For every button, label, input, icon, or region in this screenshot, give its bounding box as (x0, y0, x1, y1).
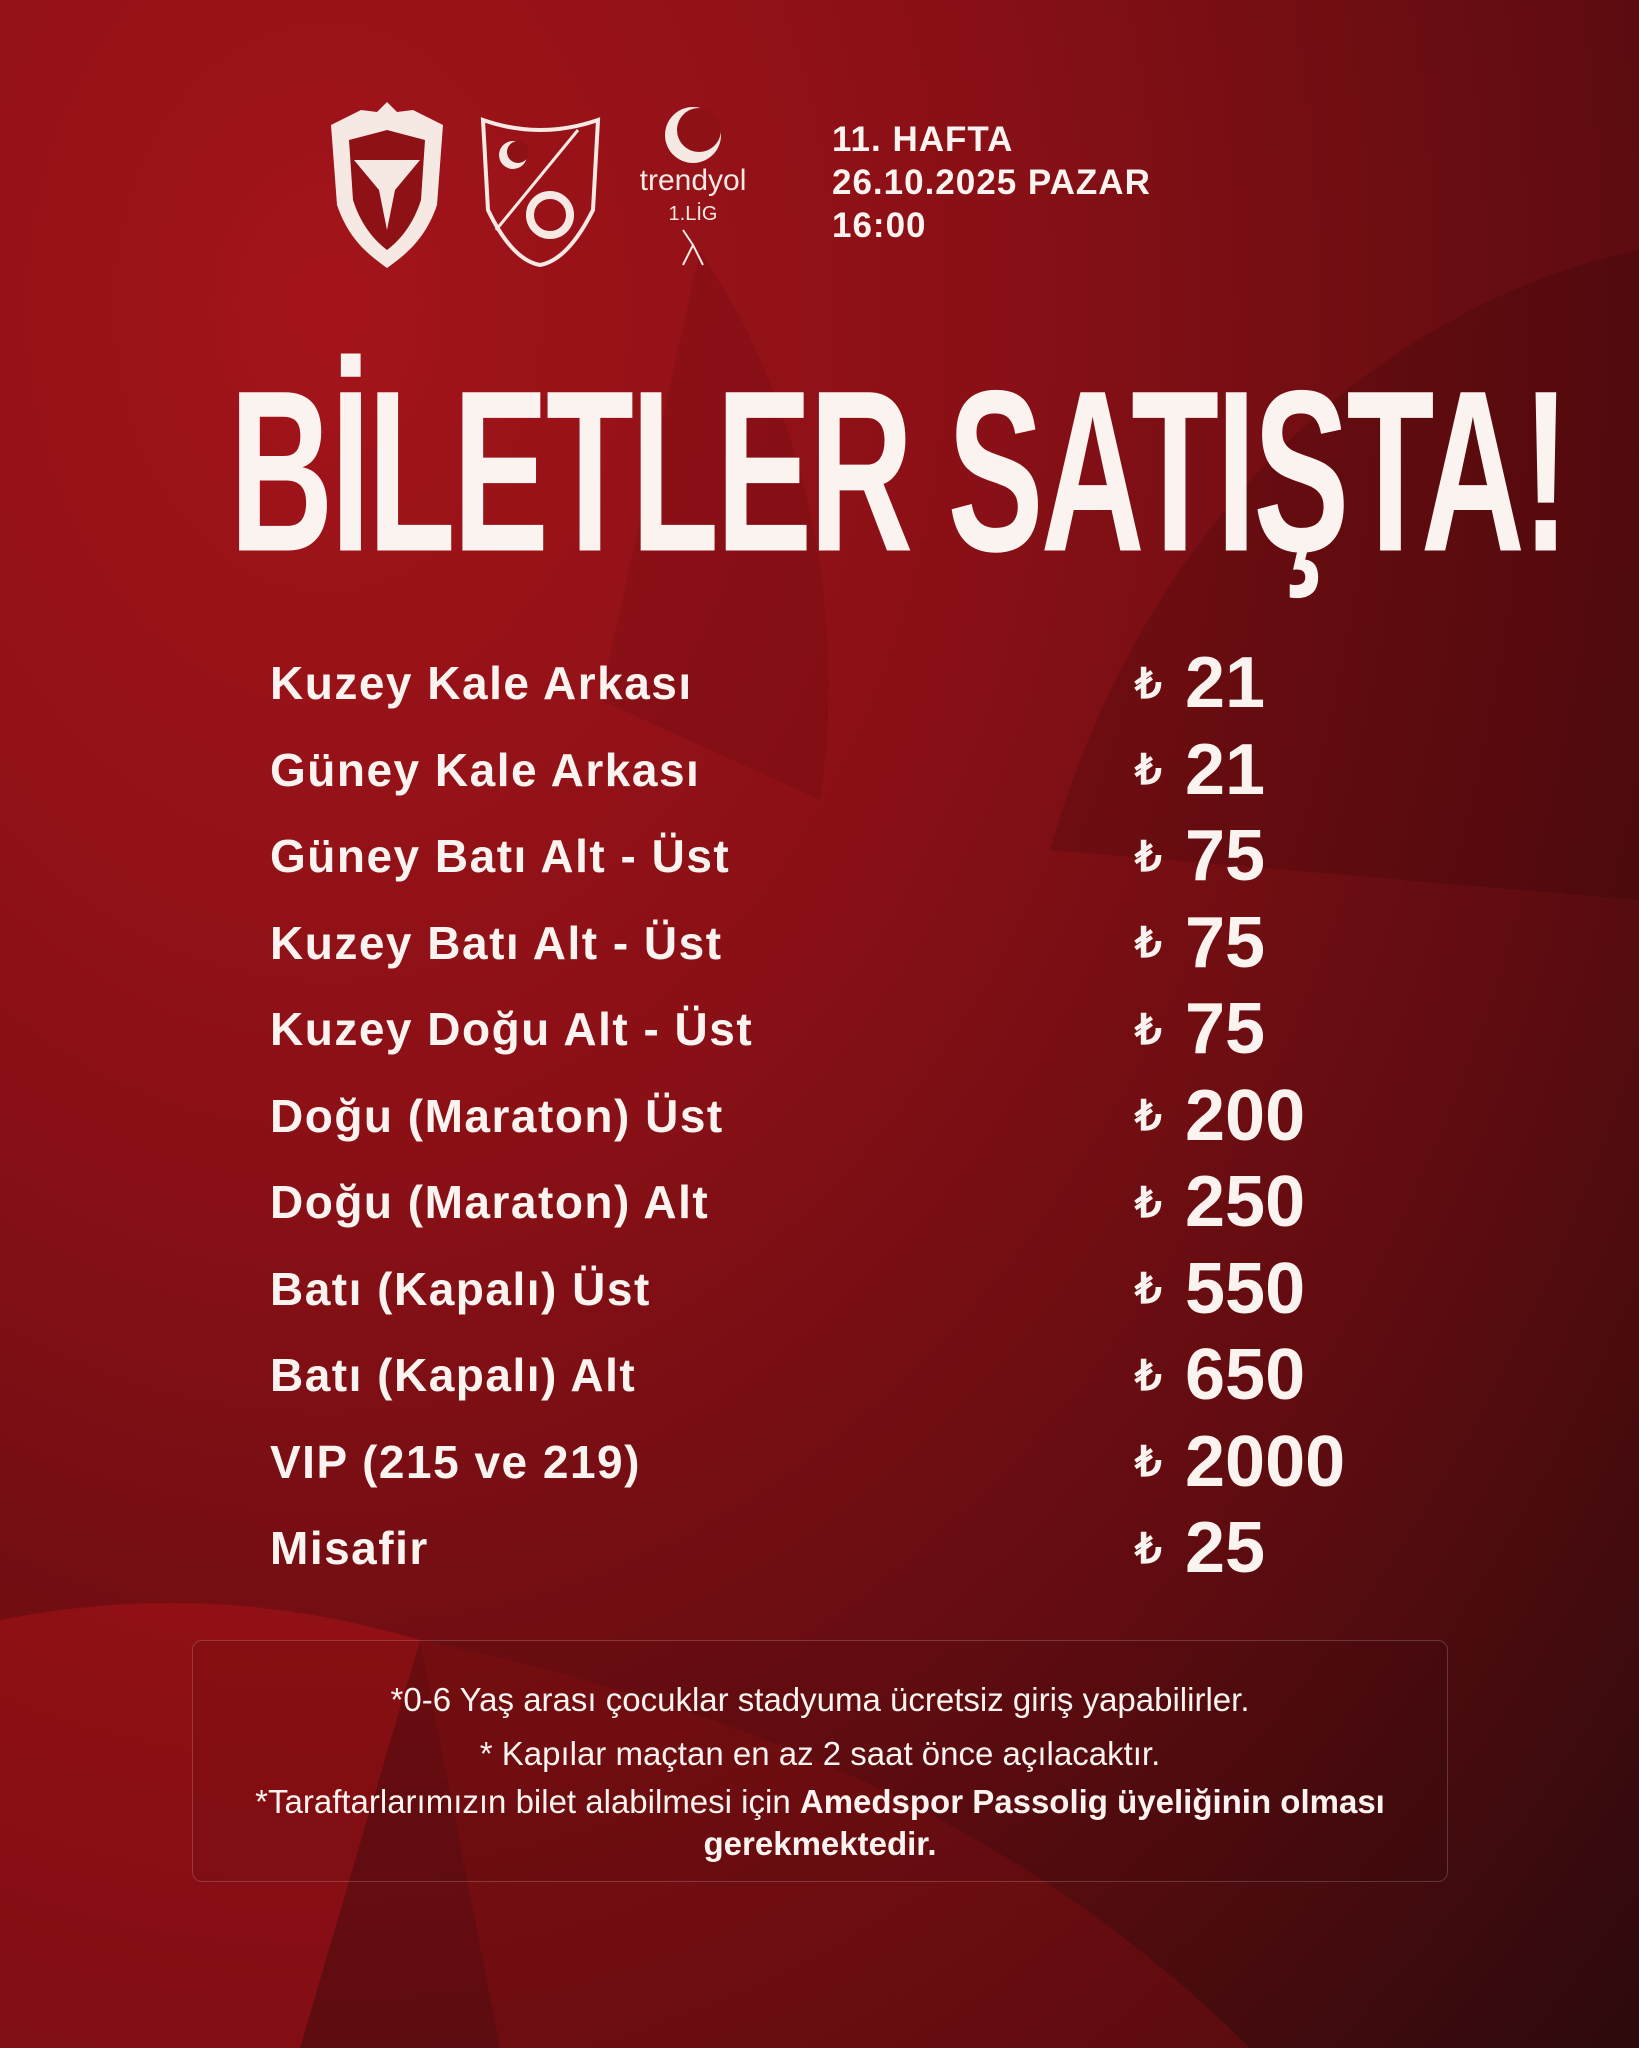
lira-icon: ₺ (1135, 1438, 1162, 1486)
lira-icon: ₺ (1135, 1351, 1162, 1399)
match-time: 16:00 (832, 206, 927, 245)
price-row: Kuzey Batı Alt - Üst ₺ 75 (270, 900, 1470, 987)
amed-sk-logo (331, 102, 443, 268)
section-label: Kuzey Batı Alt - Üst (270, 916, 723, 969)
section-label: Doğu (Maraton) Üst (270, 1089, 724, 1142)
section-price: 25 (1185, 1508, 1266, 1589)
section-price: 200 (1185, 1075, 1306, 1156)
section-price: 2000 (1185, 1421, 1346, 1502)
section-price: 650 (1185, 1335, 1306, 1416)
match-week: 11. HAFTA (832, 120, 1014, 159)
match-date: 26.10.2025 PAZAR (832, 163, 1151, 202)
lira-icon: ₺ (1135, 1092, 1162, 1140)
note-passolig: *Taraftarlarımızın bilet alabilmesi için… (255, 1783, 1385, 1862)
section-label: Batı (Kapalı) Alt (270, 1349, 637, 1402)
price-row: Misafir ₺ 25 (270, 1505, 1470, 1592)
section-price: 75 (1185, 816, 1266, 897)
price-row: Güney Batı Alt - Üst ₺ 75 (270, 813, 1470, 900)
section-price: 21 (1185, 643, 1266, 724)
section-price: 75 (1185, 902, 1266, 983)
note-gates-open: * Kapılar maçtan en az 2 saat önce açıla… (479, 1735, 1161, 1772)
price-row: Kuzey Kale Arkası ₺ 21 (270, 640, 1470, 727)
price-row: Doğu (Maraton) Alt ₺ 250 (270, 1159, 1470, 1246)
section-label: Doğu (Maraton) Alt (270, 1176, 710, 1229)
section-label: Güney Batı Alt - Üst (270, 830, 731, 883)
section-label: Kuzey Doğu Alt - Üst (270, 1003, 754, 1056)
section-label: Güney Kale Arkası (270, 743, 701, 796)
price-row: Batı (Kapalı) Üst ₺ 550 (270, 1246, 1470, 1333)
istanbulspor-logo (480, 117, 601, 268)
lira-icon: ₺ (1135, 1265, 1162, 1313)
lira-icon: ₺ (1135, 1178, 1162, 1226)
trendyol-1lig-logo: trendyol 1.LİG (640, 107, 747, 266)
price-row: Kuzey Doğu Alt - Üst ₺ 75 (270, 986, 1470, 1073)
price-row: Doğu (Maraton) Üst ₺ 200 (270, 1073, 1470, 1160)
lira-icon: ₺ (1135, 1005, 1162, 1053)
section-label: Batı (Kapalı) Üst (270, 1262, 651, 1315)
lira-icon: ₺ (1135, 919, 1162, 967)
page-title: BİLETLER SATIŞTA! (229, 343, 1569, 600)
lira-icon: ₺ (1135, 832, 1162, 880)
match-info: 11. HAFTA 26.10.2025 PAZAR 16:00 (832, 118, 1151, 247)
section-label: VIP (215 ve 219) (270, 1435, 641, 1488)
note-children-free: *0-6 Yaş arası çocuklar stadyuma ücretsi… (390, 1681, 1250, 1718)
price-row: Güney Kale Arkası ₺ 21 (270, 727, 1470, 814)
section-price: 250 (1185, 1162, 1306, 1243)
section-price: 550 (1185, 1248, 1306, 1329)
lira-icon: ₺ (1135, 746, 1162, 794)
notes-box: *0-6 Yaş arası çocuklar stadyuma ücretsi… (192, 1640, 1448, 1882)
section-price: 75 (1185, 989, 1266, 1070)
price-list: Kuzey Kale Arkası ₺ 21 Güney Kale Arkası ₺ 21… (270, 640, 1470, 1592)
header-logos: trendyol 1.LİG (325, 100, 756, 270)
svg-text:1.LİG: 1.LİG (669, 202, 718, 225)
section-label: Misafir (270, 1522, 429, 1575)
svg-text:trendyol: trendyol (640, 164, 747, 197)
lira-icon: ₺ (1135, 1524, 1162, 1572)
lira-icon: ₺ (1135, 659, 1162, 707)
price-row: Batı (Kapalı) Alt ₺ 650 (270, 1332, 1470, 1419)
price-row: VIP (215 ve 219) ₺ 2000 (270, 1419, 1470, 1506)
section-price: 21 (1185, 729, 1266, 810)
section-label: Kuzey Kale Arkası (270, 657, 693, 710)
